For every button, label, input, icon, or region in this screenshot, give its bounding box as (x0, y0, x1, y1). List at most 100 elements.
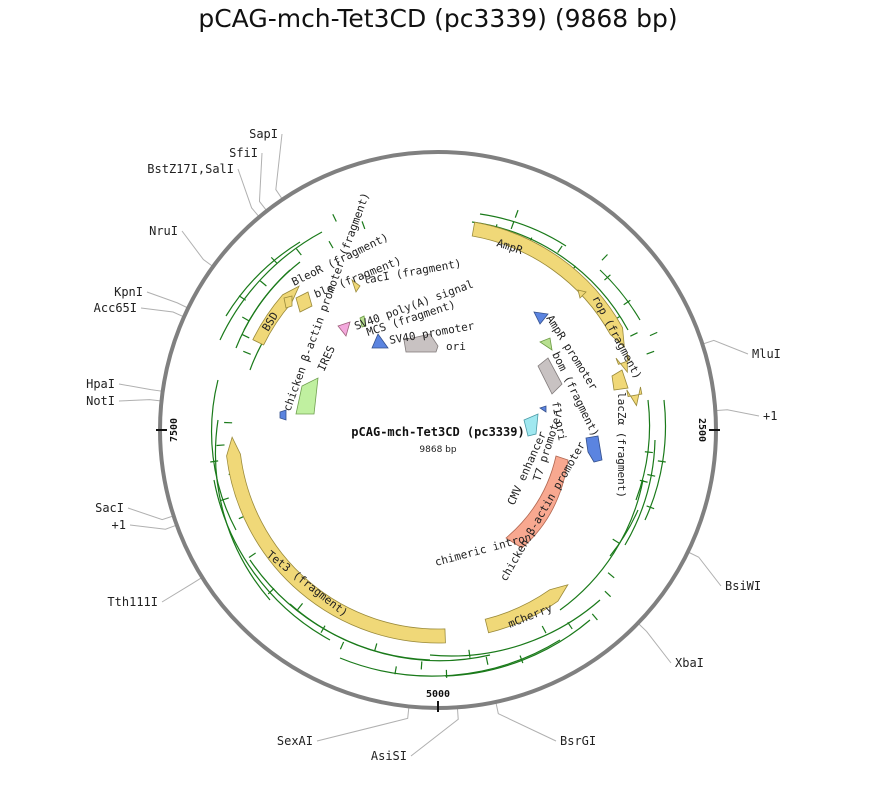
rop-label: rop (fragment) (589, 293, 644, 381)
site-label: Tth111I (107, 595, 158, 609)
ampr-arrow (471, 221, 625, 349)
track-arc (339, 639, 561, 677)
t7-shape (585, 435, 603, 463)
site-label: SacI (95, 501, 124, 515)
site-label: AsiSI (371, 749, 407, 763)
site-leader (161, 576, 203, 603)
ble-shape (283, 295, 293, 309)
site-label: BsiWI (725, 579, 761, 593)
bom-shape (537, 357, 563, 395)
amprp-shape (533, 311, 549, 325)
track-arc (444, 619, 591, 677)
track-tick (612, 538, 620, 544)
track-tick (601, 254, 608, 261)
lacza-shape (611, 369, 629, 391)
site-leader (127, 507, 174, 521)
track-tick (514, 209, 519, 218)
track-tick (604, 590, 612, 598)
track-arc (644, 399, 667, 521)
site-label: BsrGI (560, 734, 596, 748)
cmv-shape (523, 413, 539, 437)
mcherry-arrow (484, 584, 569, 634)
lacza-arc (626, 386, 643, 407)
site-label: +1 (763, 409, 777, 423)
site-labels: SapI SfiI BstZ17I,SalI NruI KpnI Acc65I HpaI No… (86, 127, 781, 763)
track-arc (213, 479, 331, 641)
site-label: HpaI (86, 377, 115, 391)
track-tick (339, 641, 345, 650)
track-tick (295, 248, 302, 256)
site-leader (181, 230, 214, 268)
track-tick (394, 666, 397, 675)
sv40p-shape (371, 333, 389, 349)
mcs-shape (359, 315, 367, 328)
track-tick (241, 333, 250, 339)
track-tick (374, 643, 378, 652)
track-tick (361, 221, 366, 230)
inner-features (279, 278, 629, 549)
track-tick (647, 473, 656, 477)
track-tick (510, 221, 515, 230)
tick-label: 5000 (426, 689, 450, 700)
site-label: XbaI (675, 656, 704, 670)
site-label: NotI (86, 394, 115, 408)
track-tick (639, 479, 648, 483)
site-leader (118, 383, 163, 392)
track-arc (599, 269, 641, 321)
track-tick (241, 316, 250, 322)
site-label: NruI (149, 224, 178, 238)
site-leader (687, 551, 722, 587)
track-tick (649, 331, 658, 337)
rop-shape (577, 289, 587, 299)
site-label: SexAI (277, 734, 313, 748)
tick-label: 2500 (696, 418, 707, 442)
ires-label: IRES (315, 344, 338, 374)
track-arc (429, 599, 601, 657)
track-tick (420, 661, 423, 670)
site-leader (410, 707, 459, 757)
track-arc (219, 231, 323, 341)
tet3-label: Tet3 (fragment) (264, 548, 350, 619)
site-leader (316, 706, 410, 742)
track-tick (328, 240, 334, 249)
site-leader (715, 409, 760, 417)
center-plasmid-name: pCAG-mch-Tet3CD (pc3339) (351, 425, 524, 439)
chicken-top-mark (279, 409, 287, 421)
track-arc (225, 241, 301, 317)
lacza-label: lacZα (fragment) (615, 392, 628, 498)
track-tick (630, 332, 638, 337)
ori-shape (403, 333, 439, 353)
site-label: BstZ17I,SalI (147, 162, 234, 176)
track-tick (243, 350, 251, 355)
track-tick (657, 460, 666, 463)
track-tick (485, 656, 489, 665)
site-leaders (118, 133, 760, 757)
track-arc (479, 213, 567, 247)
sv40pa-shape (337, 321, 351, 337)
track-arc (243, 261, 301, 331)
laci-shape (351, 278, 361, 293)
track-tick (646, 350, 655, 355)
track-arc (559, 479, 644, 611)
bleor-shape (295, 291, 313, 313)
site-leader (118, 399, 162, 402)
site-leader (702, 339, 749, 355)
site-label: MluI (752, 347, 781, 361)
track-tick (270, 256, 278, 264)
track-arc (214, 419, 271, 601)
chicken-top-label: chicken β-actin promoter (fragment) (281, 191, 372, 413)
track-tick (238, 295, 246, 301)
ori-label: ori (446, 340, 466, 353)
track-tick (320, 625, 326, 633)
track-tick (210, 460, 219, 463)
ires-shape (295, 377, 319, 415)
site-leader (129, 524, 177, 530)
bom-marker (539, 337, 553, 351)
site-leader (275, 133, 283, 200)
f1-shape (539, 405, 547, 413)
track-tick (220, 497, 229, 502)
tick-label: 7500 (169, 418, 180, 442)
track-tick (644, 451, 653, 454)
track-tick (591, 613, 598, 621)
track-tick (259, 280, 267, 287)
